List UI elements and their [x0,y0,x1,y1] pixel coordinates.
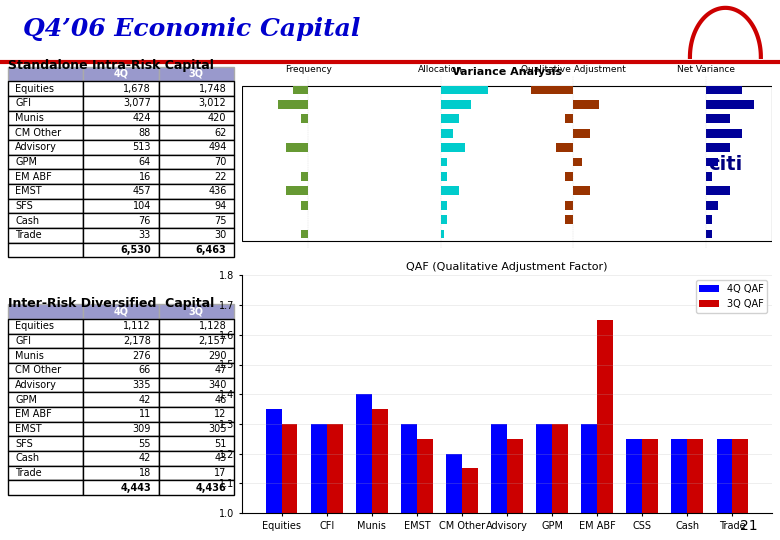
Bar [300,172,308,181]
Bar [327,424,342,540]
Bar [537,424,552,540]
Bar [300,201,308,210]
Bar [441,186,459,195]
Bar [687,438,703,540]
Bar [285,186,308,195]
Bar [706,114,730,123]
Bar [441,143,465,152]
Bar [597,320,613,540]
Text: Variance Analysis: Variance Analysis [452,67,562,77]
Bar [573,129,590,138]
Bar [706,230,712,238]
Bar [706,201,718,210]
Bar [300,114,308,123]
Title: QAF (Qualitative Adjustment Factor): QAF (Qualitative Adjustment Factor) [406,262,608,272]
Bar [573,158,582,166]
Bar [706,86,742,94]
Bar [573,186,590,195]
Bar [441,100,470,109]
Bar [573,100,599,109]
Text: citi: citi [708,156,743,174]
Text: Frequency: Frequency [285,65,332,74]
Bar [565,114,573,123]
Text: Standalone Intra-Risk Capital: Standalone Intra-Risk Capital [8,59,214,72]
Text: Qualitative Adjustment: Qualitative Adjustment [521,65,626,74]
Bar [507,438,523,540]
Bar [441,129,452,138]
Text: Allocation: Allocation [418,65,463,74]
Bar [706,186,730,195]
Bar [356,394,372,540]
Bar [565,215,573,224]
Bar [672,438,687,540]
Bar [530,86,573,94]
Bar [565,201,573,210]
Bar [441,86,488,94]
Bar [311,424,327,540]
Text: Inter-Risk Diversified  Capital: Inter-Risk Diversified Capital [8,297,214,310]
Bar [732,438,748,540]
Bar [300,230,308,238]
Bar [441,158,447,166]
Bar [706,129,742,138]
Bar [717,438,732,540]
Bar [441,230,444,238]
Bar [565,172,573,181]
Bar [441,215,447,224]
Bar [626,438,642,540]
Bar [417,438,433,540]
Text: Net Variance: Net Variance [677,65,735,74]
Bar [446,454,462,540]
Legend: 4Q QAF, 3Q QAF: 4Q QAF, 3Q QAF [696,280,768,313]
Bar [706,143,730,152]
Bar [282,424,297,540]
Bar [491,424,507,540]
Bar [293,86,308,94]
Bar [462,469,477,540]
Bar [706,100,753,109]
Bar [285,143,308,152]
Bar [266,409,282,540]
Bar [556,143,573,152]
Bar [441,114,459,123]
Bar [441,172,447,181]
Bar [401,424,417,540]
Bar [552,424,568,540]
Bar [706,215,712,224]
Bar [581,424,597,540]
Text: 21: 21 [740,519,757,534]
Bar [372,409,388,540]
Bar [642,438,658,540]
Bar [706,172,712,181]
Text: Q4’06 Economic Capital: Q4’06 Economic Capital [23,17,361,41]
Bar [706,158,718,166]
Bar [441,201,447,210]
Bar [278,100,308,109]
